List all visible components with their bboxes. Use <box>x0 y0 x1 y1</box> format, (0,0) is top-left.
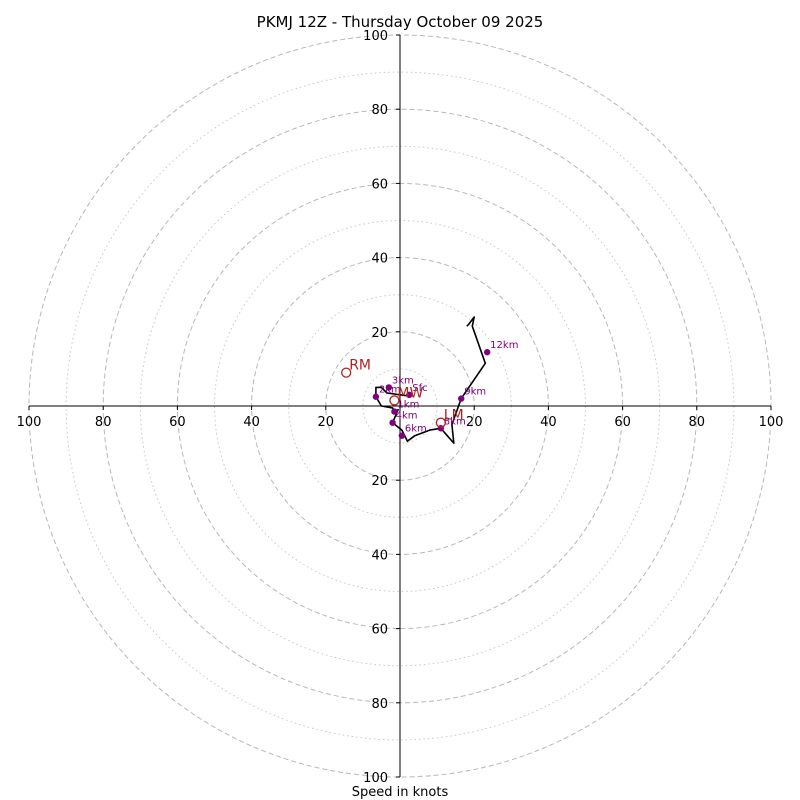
chart-title: PKMJ 12Z - Thursday October 09 2025 <box>257 13 544 31</box>
x-tick-label: 80 <box>689 415 706 430</box>
storm-motion-label: LM <box>444 408 464 424</box>
x-tick-label: 60 <box>614 415 631 430</box>
y-tick-label: 60 <box>371 623 388 638</box>
x-tick-label: 100 <box>759 415 784 430</box>
storm-motion-point <box>341 367 352 378</box>
height-markers: Sfc1km2km3km4km6km8km9km12km <box>372 340 518 439</box>
y-tick-label: 100 <box>363 771 388 786</box>
x-tick-label: 60 <box>169 415 186 430</box>
height-marker-point <box>385 384 393 391</box>
hodograph-trace <box>375 316 487 444</box>
y-tick-label: 100 <box>363 29 388 44</box>
height-marker-label: 9km <box>464 387 486 398</box>
storm-motion-point <box>389 395 400 406</box>
x-tick-label: 40 <box>243 415 260 430</box>
height-marker-point <box>406 391 413 399</box>
storm-motion-label: MW <box>397 385 423 401</box>
height-marker-point <box>372 393 380 400</box>
y-tick-label: 60 <box>371 177 388 192</box>
height-marker-label: Sfc <box>412 383 427 394</box>
x-tick-label: 20 <box>318 415 335 430</box>
height-marker-label: 8km <box>444 416 466 427</box>
height-marker-label: 4km <box>396 411 418 422</box>
height-marker-point <box>391 408 398 415</box>
y-tick-label: 80 <box>371 103 388 118</box>
x-tick-label: 20 <box>466 415 483 430</box>
y-tick-label: 20 <box>371 326 388 341</box>
height-marker-point <box>483 349 491 356</box>
x-axis-label: Speed in knots <box>352 785 449 800</box>
wind-trace-line <box>375 316 487 444</box>
y-tick-label: 20 <box>371 474 388 489</box>
height-marker-label: 12km <box>490 340 518 351</box>
height-marker-label: 1km <box>397 400 419 411</box>
y-tick-label: 40 <box>371 252 388 267</box>
storm-motion-markers: RM LM MW <box>341 358 464 428</box>
x-tick-label: 80 <box>95 415 112 430</box>
height-marker-point <box>389 419 396 426</box>
storm-motion-label: RM <box>349 358 371 374</box>
axes <box>29 35 771 777</box>
storm-motion-point <box>435 417 446 428</box>
y-tick-label: 40 <box>371 548 388 563</box>
height-marker-label: 6km <box>405 424 427 435</box>
height-marker-label: 3km <box>392 375 414 386</box>
x-tick-label: 100 <box>17 415 42 430</box>
height-marker-point <box>458 395 465 402</box>
tick-labels: 100 80 60 40 20 20 40 60 80 100 100 80 60 40 20 20 40 60 8… <box>17 29 784 786</box>
x-tick-label: 40 <box>540 415 557 430</box>
height-marker-point <box>398 432 406 439</box>
y-tick-label: 80 <box>371 697 388 712</box>
